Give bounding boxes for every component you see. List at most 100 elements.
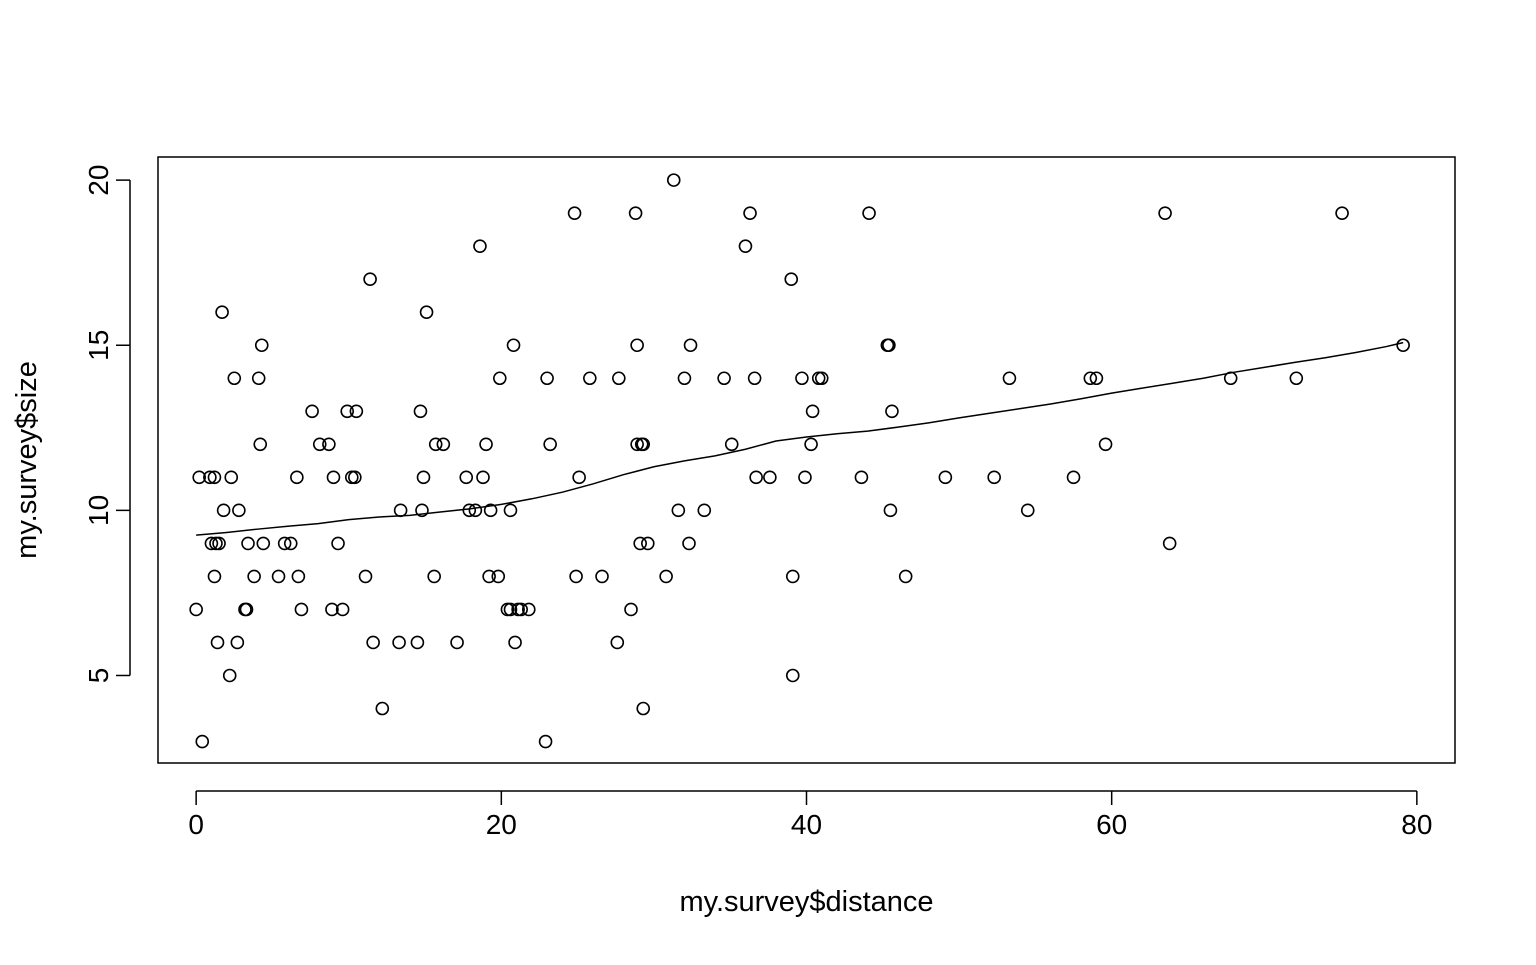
- data-point: [862, 206, 876, 220]
- x-tick-label: 60: [1096, 809, 1127, 840]
- data-point: [291, 569, 306, 584]
- data-point: [612, 371, 626, 386]
- data-point: [666, 173, 681, 187]
- data-point: [216, 503, 231, 518]
- data-point: [636, 701, 651, 716]
- data-point: [521, 602, 536, 617]
- data-point: [697, 503, 712, 518]
- data-point: [459, 470, 474, 485]
- data-point: [805, 404, 820, 419]
- data-point: [247, 569, 261, 584]
- data-point: [224, 470, 239, 485]
- data-point: [331, 536, 345, 551]
- plot-frame: [157, 156, 1456, 764]
- data-point: [659, 569, 673, 584]
- data-point: [419, 305, 434, 320]
- data-point: [335, 602, 350, 617]
- x-tick-label: 40: [791, 809, 822, 840]
- data-point: [882, 338, 896, 353]
- data-point: [795, 371, 809, 386]
- data-point: [1335, 206, 1349, 220]
- data-point: [671, 503, 686, 518]
- data-point: [610, 635, 625, 650]
- data-point: [230, 635, 245, 650]
- x-axis: 0 20 40 60 80: [188, 790, 1432, 840]
- data-point: [885, 404, 899, 419]
- data-point: [738, 239, 753, 253]
- data-point: [540, 371, 554, 386]
- smooth-line-group: [196, 341, 1404, 536]
- data-point: [256, 536, 271, 551]
- data-point: [506, 338, 521, 353]
- data-point: [628, 206, 643, 220]
- data-point: [938, 470, 953, 485]
- data-point: [1289, 371, 1304, 386]
- data-point: [473, 239, 487, 253]
- data-point: [538, 734, 553, 749]
- data-point: [1066, 470, 1081, 485]
- data-point: [410, 635, 425, 650]
- data-point: [898, 569, 913, 584]
- data-point: [427, 569, 441, 584]
- data-point: [1396, 338, 1410, 353]
- data-point: [326, 470, 341, 485]
- data-point: [1158, 206, 1172, 220]
- data-point: [567, 206, 582, 220]
- data-point: [630, 338, 644, 353]
- data-point: [207, 470, 222, 485]
- data-point: [595, 569, 609, 584]
- data-point: [207, 569, 222, 584]
- data-point: [987, 470, 1001, 485]
- data-point: [290, 470, 304, 485]
- x-tick-label: 80: [1401, 809, 1432, 840]
- x-tick-label: 0: [188, 809, 204, 840]
- data-point: [482, 569, 496, 584]
- data-point: [749, 470, 763, 485]
- data-point: [294, 602, 309, 617]
- data-point: [283, 536, 298, 551]
- data-point: [322, 437, 336, 452]
- data-point: [415, 503, 429, 518]
- data-point: [492, 371, 507, 386]
- data-point: [724, 437, 739, 452]
- data-point: [251, 371, 266, 386]
- x-axis-title: my.survey$distance: [679, 886, 933, 918]
- data-point: [1162, 536, 1177, 551]
- data-point: [1089, 371, 1104, 386]
- data-point: [1002, 371, 1017, 386]
- data-point: [468, 503, 483, 518]
- data-point: [192, 470, 206, 485]
- data-point: [624, 602, 638, 617]
- y-axis: 5 10 15 20: [83, 165, 131, 683]
- data-point: [189, 602, 203, 617]
- data-point: [436, 437, 451, 452]
- data-point: [253, 437, 268, 452]
- data-point: [366, 635, 380, 650]
- data-point: [683, 338, 698, 353]
- data-point: [814, 371, 829, 386]
- data-point: [763, 470, 777, 485]
- data-point: [483, 503, 498, 518]
- data-points: [189, 173, 1410, 749]
- data-point: [232, 503, 246, 518]
- smooth-line: [196, 341, 1404, 536]
- data-point: [462, 503, 477, 518]
- data-point: [508, 635, 522, 650]
- data-point: [630, 437, 644, 452]
- data-point: [204, 536, 219, 551]
- data-point: [340, 404, 355, 419]
- data-point: [633, 536, 647, 551]
- data-point: [636, 437, 651, 452]
- data-point: [641, 536, 655, 551]
- data-point: [514, 602, 528, 617]
- data-point: [254, 338, 269, 353]
- data-point: [203, 470, 217, 485]
- data-point: [1020, 503, 1035, 518]
- data-point: [503, 602, 518, 617]
- data-point: [222, 668, 237, 683]
- y-axis-title: my.survey$size: [11, 361, 43, 559]
- data-point: [883, 503, 898, 518]
- data-point: [569, 569, 583, 584]
- data-point: [416, 470, 431, 485]
